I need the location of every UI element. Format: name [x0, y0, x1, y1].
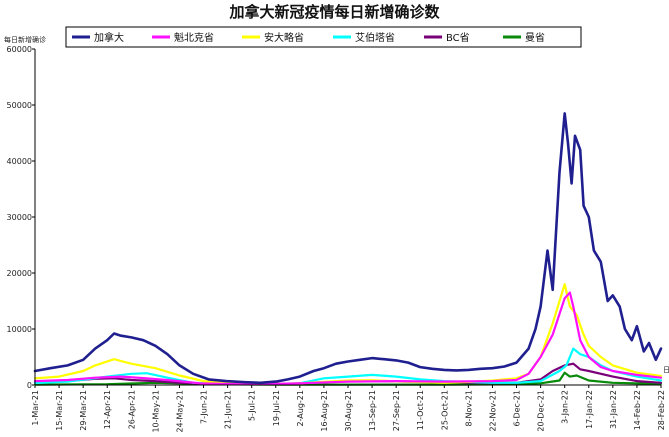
- y-tick-label: 0: [27, 381, 32, 390]
- y-tick-label: 60000: [7, 45, 32, 54]
- chart-title: 加拿大新冠疫情每日新增确诊数: [228, 3, 440, 21]
- y-tick-label: 50000: [7, 101, 32, 110]
- x-tick-label: 13-Sep-21: [368, 390, 377, 431]
- x-tick-label: 16-Aug-21: [320, 390, 329, 432]
- x-axis: 1-Mar-21 15-Mar-21 29-Mar-21 12-Apr-21 26-Ap…: [31, 385, 666, 433]
- legend-label: 安大略省: [264, 31, 304, 44]
- x-tick-label: 6-Dec-21: [513, 390, 522, 427]
- x-tick-label: 30-Aug-21: [344, 390, 353, 432]
- legend-label: 曼省: [525, 31, 545, 44]
- x-tick-label: 5-Jul-21: [248, 390, 257, 421]
- x-tick-label: 11-Oct-21: [416, 390, 425, 430]
- x-tick-label: 20-Dec-21: [537, 390, 546, 432]
- x-tick-label: 22-Nov-21: [488, 390, 497, 432]
- x-tick-label: 14-Feb-22: [633, 390, 642, 430]
- x-tick-label: 28-Feb-22: [657, 390, 666, 430]
- y-axis: 0 10000 20000 30000 40000 50000 60000: [7, 45, 35, 390]
- legend-label: 艾伯塔省: [355, 31, 395, 44]
- x-tick-label: 2-Aug-21: [296, 390, 305, 427]
- series-line-2: [33, 283, 663, 385]
- x-tick-label: 15-Mar-21: [55, 390, 64, 431]
- y-axis-label: 每日新增确诊: [4, 35, 46, 44]
- x-tick-label: 24-May-21: [175, 390, 184, 433]
- legend-label: BC省: [446, 31, 470, 44]
- series-lines: [33, 112, 663, 386]
- x-tick-label: 27-Sep-21: [392, 390, 401, 431]
- y-tick-label: 40000: [7, 157, 32, 166]
- x-tick-label: 31-Jan-22: [609, 390, 618, 429]
- legend: 加拿大 魁北克省 安大略省 艾伯塔省 BC省 曼省: [65, 26, 582, 48]
- x-tick-label: 26-Apr-21: [127, 390, 136, 429]
- x-tick-label: 29-Mar-21: [79, 390, 88, 431]
- x-axis-label: 日期: [663, 366, 669, 374]
- series-line-3: [33, 347, 663, 386]
- series-line-1: [33, 291, 663, 386]
- x-tick-label: 21-Jun-21: [224, 390, 233, 429]
- series-line-0: [33, 112, 663, 385]
- x-tick-label: 12-Apr-21: [103, 390, 112, 429]
- x-tick-label: 25-Oct-21: [440, 390, 449, 430]
- legend-label: 加拿大: [94, 31, 124, 44]
- y-tick-label: 30000: [7, 213, 32, 222]
- legend-label: 魁北克省: [174, 31, 214, 44]
- x-tick-label: 10-May-21: [151, 390, 160, 433]
- x-tick-label: 1-Mar-21: [31, 390, 40, 426]
- x-tick-label: 19-Jul-21: [272, 390, 281, 426]
- x-tick-label: 7-Jun-21: [200, 390, 209, 424]
- axes: [34, 49, 661, 386]
- x-tick-label: 17-Jan-22: [585, 390, 594, 429]
- x-tick-label: 8-Nov-21: [464, 390, 473, 426]
- y-tick-label: 10000: [7, 325, 32, 334]
- x-tick-label: 3-Jan-22: [561, 390, 570, 424]
- y-tick-label: 20000: [7, 269, 32, 278]
- legend-box: [65, 26, 582, 48]
